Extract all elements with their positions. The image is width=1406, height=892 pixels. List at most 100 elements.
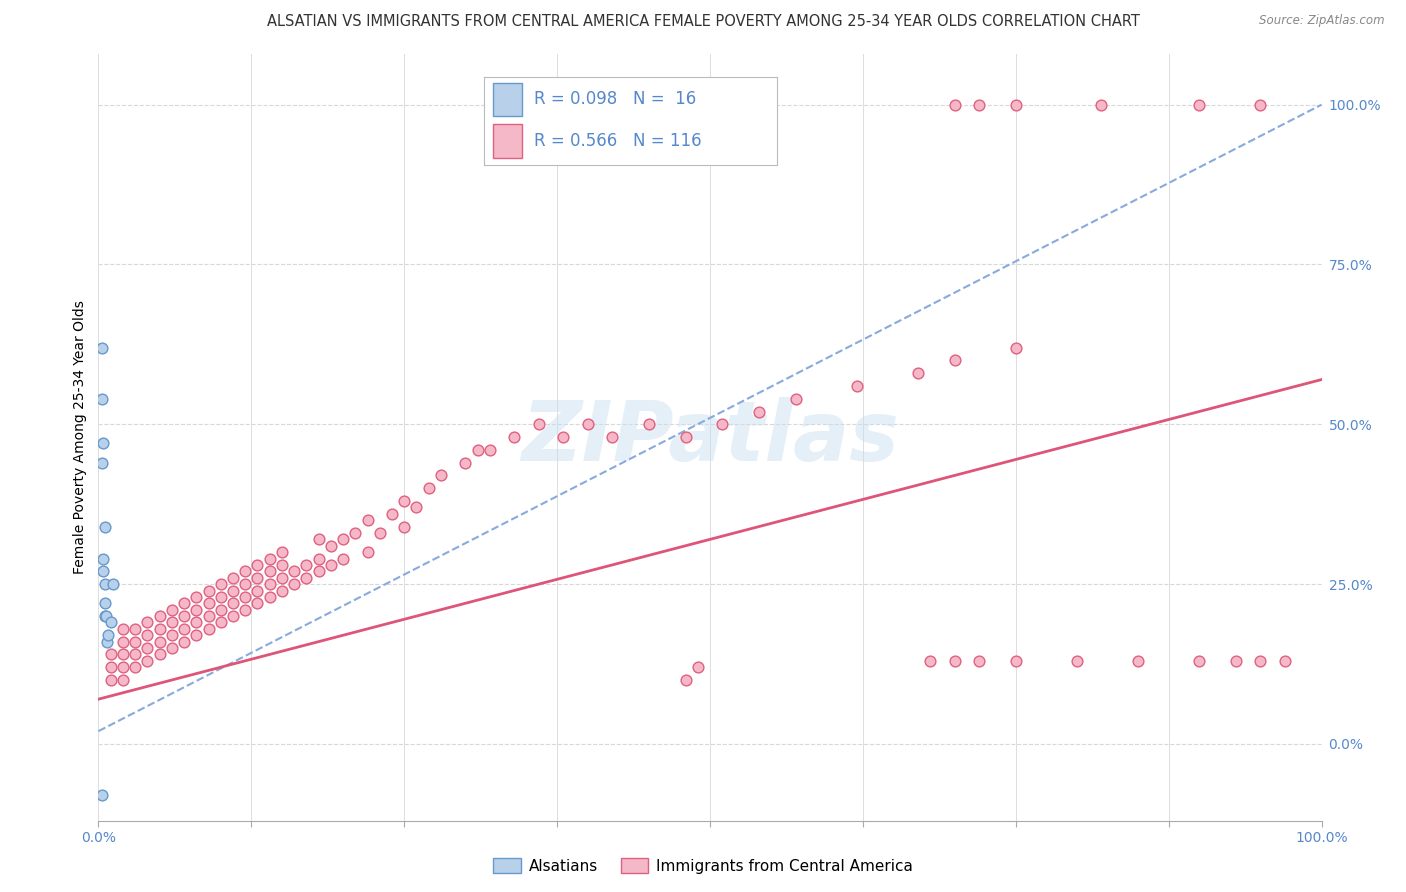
Point [233, 590, 256, 604]
Point [91, 788, 114, 802]
Point [553, 430, 575, 444]
Point [91, 436, 114, 450]
Point [93, 596, 115, 610]
Point [149, 634, 172, 648]
Point [332, 533, 354, 547]
Point [186, 628, 208, 642]
Text: ALSATIAN VS IMMIGRANTS FROM CENTRAL AMERICA FEMALE POVERTY AMONG 25-34 YEAR OLDS: ALSATIAN VS IMMIGRANTS FROM CENTRAL AMER… [267, 14, 1139, 29]
Point [1066, 654, 1088, 668]
Point [1188, 97, 1211, 112]
Point [246, 596, 269, 610]
Point [209, 590, 232, 604]
Point [173, 634, 195, 648]
Point [967, 654, 990, 668]
Point [96, 634, 118, 648]
Point [1188, 654, 1211, 668]
Point [527, 417, 550, 432]
Point [124, 660, 146, 674]
Point [91, 341, 114, 355]
Point [418, 481, 440, 495]
Point [209, 577, 232, 591]
Point [943, 654, 966, 668]
Point [233, 565, 256, 579]
Text: Source: ZipAtlas.com: Source: ZipAtlas.com [1260, 14, 1385, 28]
Point [233, 603, 256, 617]
Point [392, 494, 416, 508]
Point [845, 379, 868, 393]
Point [637, 417, 661, 432]
Point [233, 577, 256, 591]
Point [943, 97, 966, 112]
Point [308, 533, 330, 547]
Point [136, 654, 159, 668]
Point [675, 673, 697, 687]
Point [160, 615, 183, 630]
Point [111, 622, 134, 636]
Y-axis label: Female Poverty Among 25-34 Year Olds: Female Poverty Among 25-34 Year Olds [73, 300, 87, 574]
Point [222, 571, 245, 585]
Point [149, 622, 172, 636]
Point [430, 468, 453, 483]
Point [478, 442, 501, 457]
Point [454, 456, 477, 470]
Point [197, 609, 219, 624]
Text: ZIPatlas: ZIPatlas [522, 397, 898, 477]
Point [94, 609, 117, 624]
Point [173, 622, 195, 636]
Point [1249, 97, 1271, 112]
Point [1274, 654, 1296, 668]
Point [270, 583, 294, 598]
Point [124, 648, 146, 662]
Point [160, 603, 183, 617]
Point [295, 558, 318, 572]
Point [186, 615, 208, 630]
Point [600, 430, 623, 444]
Point [295, 571, 318, 585]
Point [91, 392, 114, 406]
Point [93, 519, 115, 533]
Point [136, 641, 159, 656]
Point [173, 609, 195, 624]
Point [186, 590, 208, 604]
Point [319, 539, 342, 553]
Point [356, 513, 378, 527]
Point [1225, 654, 1247, 668]
Point [259, 577, 281, 591]
Point [124, 634, 146, 648]
Point [270, 558, 294, 572]
Point [332, 551, 354, 566]
Point [675, 430, 697, 444]
Point [907, 366, 929, 380]
Point [91, 565, 114, 579]
Point [920, 654, 942, 668]
Point [93, 609, 115, 624]
Point [149, 609, 172, 624]
Point [136, 628, 159, 642]
Point [259, 565, 281, 579]
Point [222, 583, 245, 598]
Point [259, 551, 281, 566]
Point [160, 641, 183, 656]
Point [711, 417, 734, 432]
Point [1128, 654, 1150, 668]
Point [149, 648, 172, 662]
Point [259, 590, 281, 604]
Point [356, 545, 378, 559]
Point [100, 648, 122, 662]
Point [405, 500, 427, 515]
Point [124, 622, 146, 636]
Point [197, 622, 219, 636]
Point [319, 558, 342, 572]
Point [686, 660, 709, 674]
Point [209, 603, 232, 617]
Legend: Alsatians, Immigrants from Central America: Alsatians, Immigrants from Central Ameri… [488, 852, 918, 880]
Point [197, 596, 219, 610]
Point [283, 565, 305, 579]
Point [93, 577, 115, 591]
Point [308, 565, 330, 579]
Point [186, 603, 208, 617]
Point [100, 660, 122, 674]
Point [1090, 97, 1112, 112]
Point [270, 545, 294, 559]
Point [101, 577, 124, 591]
